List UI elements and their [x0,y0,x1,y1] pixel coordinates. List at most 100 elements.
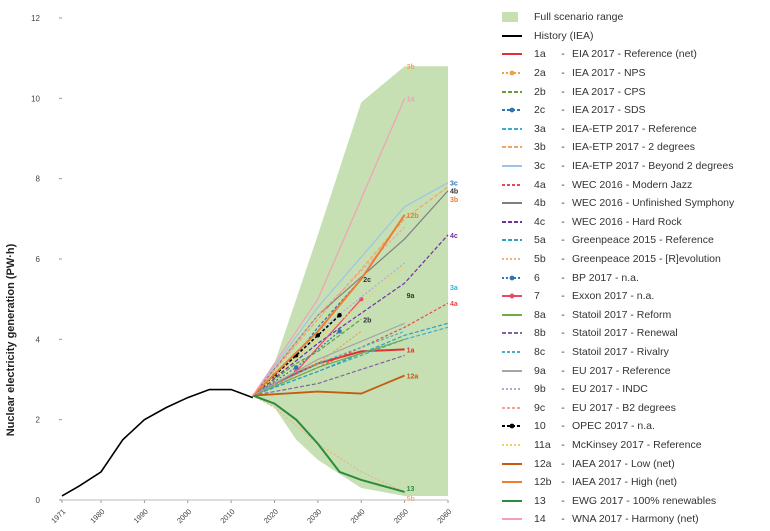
legend-line-symbol [500,403,534,413]
legend-line-symbol [500,254,534,264]
legend-item: 8c - Statoil 2017 - Rivalry [500,343,768,362]
series-end-label: 13 [407,486,415,493]
legend-label: Statoil 2017 - Rivalry [572,346,669,358]
y-tick-label: 8 [36,175,41,184]
legend-label: Statoil 2017 - Reform [572,309,671,321]
y-tick-label: 12 [31,14,40,23]
legend-line-symbol [500,310,534,320]
legend-label: BP 2017 - n.a. [572,272,639,284]
x-tick-label: 2020 [262,507,280,525]
legend-label: IAEA 2017 - Low (net) [572,458,675,470]
legend-item: 2a - IEA 2017 - NPS [500,64,768,83]
series-end-label: 3a [450,285,458,292]
legend-item: 4a - WEC 2016 - Modern Jazz [500,175,768,194]
legend-label: IEA-ETP 2017 - 2 degrees [572,141,695,153]
legend-item: 2b - IEA 2017 - CPS [500,82,768,101]
y-tick-label: 6 [36,255,41,264]
legend-code: 11a [534,439,554,451]
legend-item: 4b - WEC 2016 - Unfinished Symphony [500,194,768,213]
legend-label: EU 2017 - INDC [572,383,648,395]
legend-item: 3b - IEA-ETP 2017 - 2 degrees [500,138,768,157]
legend-item: 9c - EU 2017 - B2 degrees [500,398,768,417]
legend-label: OPEC 2017 - n.a. [572,420,655,432]
legend-label: WEC 2016 - Unfinished Symphony [572,197,734,209]
series-end-label: 4c [450,233,458,240]
legend-label: IEA-ETP 2017 - Beyond 2 degrees [572,160,734,172]
legend-line-symbol [500,217,534,227]
x-tick-label: 2010 [218,507,236,525]
legend-item: 7- Exxon 2017 - n.a. [500,287,768,306]
legend-label: EU 2017 - B2 degrees [572,402,676,414]
legend-code: 2b [534,86,554,98]
legend-code: 8a [534,309,554,321]
legend-item: 9b - EU 2017 - INDC [500,380,768,399]
x-tick-label: 2050 [392,507,410,525]
legend-line-symbol [500,161,534,171]
legend-code: 3a [534,123,554,135]
legend-line-symbol [500,142,534,152]
legend-line-symbol [500,198,534,208]
legend-label: Exxon 2017 - n.a. [572,290,654,302]
legend-item: 10- OPEC 2017 - n.a. [500,417,768,436]
legend-line-symbol [500,328,534,338]
legend-label: EIA 2017 - Reference (net) [572,48,697,60]
legend-label: Statoil 2017 - Renewal [572,327,678,339]
legend-label: IEA-ETP 2017 - Reference [572,123,697,135]
legend-code: 1a [534,48,554,60]
legend-line-symbol [500,273,534,283]
series-end-label: 9a [407,293,415,300]
legend-line-symbol [500,87,534,97]
legend-code: 2a [534,67,554,79]
y-tick-label: 4 [36,335,41,344]
legend-code: 7 [534,290,554,302]
y-tick-label: 2 [36,416,41,425]
legend-item: 12a - IAEA 2017 - Low (net) [500,454,768,473]
legend-code: 4b [534,197,554,209]
legend-code: 2c [534,104,554,116]
legend-label: WEC 2016 - Hard Rock [572,216,682,228]
legend-code: 5b [534,253,554,265]
legend-item: 2c - IEA 2017 - SDS [500,101,768,120]
legend-line-symbol [500,366,534,376]
legend-line-symbol [500,459,534,469]
legend-line-symbol [500,477,534,487]
y-tick-label: 0 [36,496,41,505]
legend-line-symbol [500,421,534,431]
x-tick-label: 2060 [435,507,453,525]
legend-label: IEA 2017 - CPS [572,86,646,98]
series-end-label: 12b [407,213,419,220]
legend-code: 5a [534,234,554,246]
legend-code: 4c [534,216,554,228]
legend-item: 4c - WEC 2016 - Hard Rock [500,213,768,232]
series-end-label: 3b [407,64,415,71]
history-line [62,390,253,496]
legend-code: 13 [534,495,554,507]
x-tick-label: 2040 [349,507,367,525]
series-end-label: 12a [407,373,419,380]
legend-item: 5a - Greenpeace 2015 - Reference [500,231,768,250]
legend-code: 6 [534,272,554,284]
legend-code: 8c [534,346,554,358]
legend-code: 3b [534,141,554,153]
legend-label: McKinsey 2017 - Reference [572,439,702,451]
legend-label: IAEA 2017 - High (net) [572,476,677,488]
legend-label: Greenpeace 2015 - [R]evolution [572,253,721,265]
legend-line-symbol [500,514,534,524]
series-end-label: 3b [450,197,458,204]
legend-line-symbol [500,235,534,245]
y-axis-label: Nuclear electricity generation (PW·h) [5,243,17,436]
legend-code: 10 [534,420,554,432]
legend-code: 9a [534,365,554,377]
legend-item: 11a - McKinsey 2017 - Reference [500,436,768,455]
x-tick-label: 2030 [305,507,323,525]
legend-line-symbol [500,291,534,301]
legend-label: EU 2017 - Reference [572,365,671,377]
legend-code: 9c [534,402,554,414]
x-tick-label: 1980 [88,507,106,525]
legend-item: 6- BP 2017 - n.a. [500,268,768,287]
legend-code: 4a [534,179,554,191]
legend-swatch [500,12,534,22]
legend-line-symbol [500,105,534,115]
x-tick-label: 1971 [49,507,67,525]
legend-label: WEC 2016 - Modern Jazz [572,179,692,191]
